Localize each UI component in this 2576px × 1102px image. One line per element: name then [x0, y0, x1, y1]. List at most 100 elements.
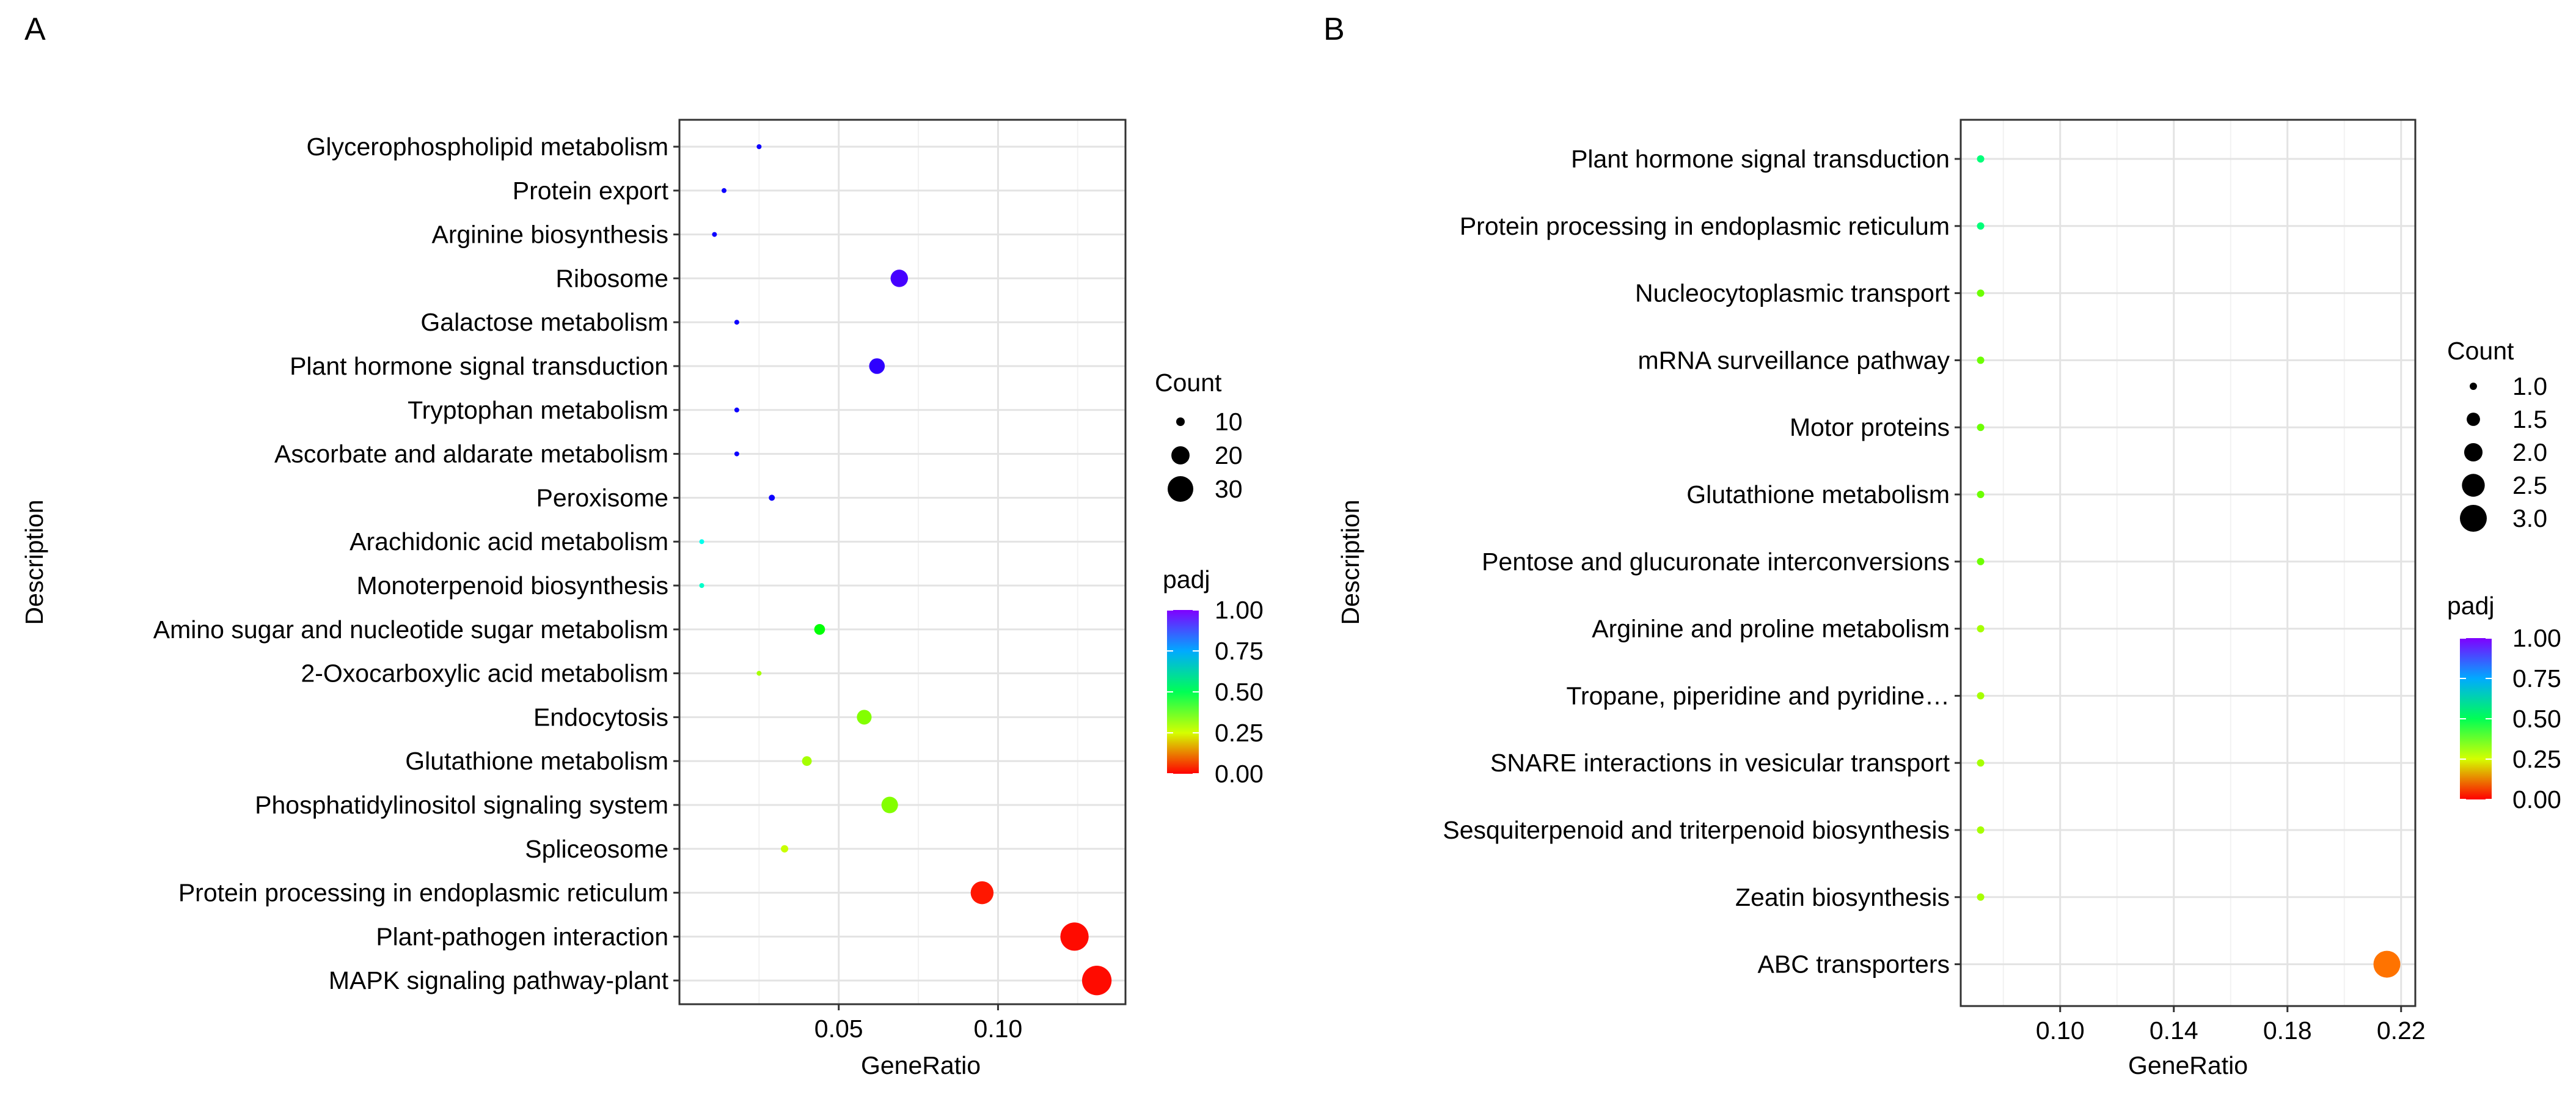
size-legend-dot — [1171, 446, 1190, 465]
y-tick-label: SNARE interactions in vesicular transpor… — [1490, 749, 1950, 777]
size-legend-dot — [1176, 417, 1185, 426]
size-legend-title: Count — [1155, 369, 1222, 397]
data-point — [1977, 222, 1985, 230]
y-tick-label: Arginine biosynthesis — [432, 221, 668, 249]
size-legend-label: 3.0 — [2512, 504, 2547, 532]
size-legend-label: 1.5 — [2512, 405, 2547, 433]
x-axis-title: GeneRatio — [2128, 1051, 2248, 1079]
panel-label: B — [1323, 12, 1345, 47]
data-point — [1977, 424, 1985, 432]
panel-a: A Glycerophospholipid metabolism Protein e… — [20, 12, 1264, 1079]
y-tick-label: Sesquiterpenoid and triterpenoid biosynt… — [1443, 816, 1950, 844]
y-tick-label: Plant-pathogen interaction — [376, 922, 668, 950]
plot-background — [1961, 120, 2415, 1006]
x-tick-label: 0.18 — [2263, 1016, 2312, 1045]
y-tick-label: Glutathione metabolism — [1686, 480, 1950, 509]
y-tick-label: ABC transporters — [1758, 950, 1950, 979]
plot-background — [679, 120, 1125, 1004]
data-point — [734, 407, 739, 413]
y-tick-label: Tryptophan metabolism — [408, 396, 668, 424]
x-axis-title: GeneRatio — [861, 1051, 981, 1079]
size-legend-dot — [2467, 413, 2480, 426]
data-point — [970, 881, 994, 905]
size-legend-label: 2.0 — [2512, 438, 2547, 466]
color-legend-title: padj — [2447, 592, 2495, 620]
data-point — [756, 670, 762, 676]
data-point — [756, 144, 762, 149]
data-point — [1977, 491, 1985, 498]
y-tick-label: Endocytosis — [533, 703, 668, 731]
y-tick-label: Peroxisome — [536, 483, 668, 512]
y-tick-label: Pentose and glucuronate interconversions — [1482, 548, 1950, 576]
y-tick-label: Protein processing in endoplasmic reticu… — [178, 879, 668, 907]
colorbar-label: 0.50 — [1215, 678, 1264, 706]
colorbar-label: 0.50 — [2512, 705, 2561, 733]
data-point — [1977, 759, 1985, 767]
data-point — [769, 494, 775, 501]
data-point — [1060, 922, 1089, 951]
y-tick-label: Arginine and proline metabolism — [1592, 615, 1950, 643]
data-point — [699, 583, 704, 588]
data-point — [1977, 826, 1985, 834]
data-point — [722, 188, 726, 193]
data-point — [699, 539, 704, 545]
x-tick-label: 0.05 — [814, 1015, 863, 1043]
data-point — [1977, 625, 1985, 633]
x-tick-label: 0.22 — [2377, 1016, 2426, 1045]
y-tick-label: Plant hormone signal transduction — [1571, 145, 1950, 173]
size-legend-label: 20 — [1215, 441, 1243, 469]
x-tick-label: 0.14 — [2150, 1016, 2198, 1045]
data-point — [802, 756, 812, 766]
y-tick-label: Monoterpenoid biosynthesis — [356, 571, 668, 600]
data-point — [1977, 557, 1985, 565]
size-legend-dot — [1168, 476, 1193, 502]
size-legend-dot — [2464, 443, 2483, 462]
data-point — [890, 270, 909, 287]
size-legend-label: 2.5 — [2512, 471, 2547, 499]
data-point — [1977, 356, 1985, 364]
data-point — [1081, 966, 1112, 996]
colorbar-label: 1.00 — [2512, 624, 2561, 652]
size-legend-label: 10 — [1215, 408, 1243, 436]
y-tick-label: MAPK signaling pathway-plant — [329, 966, 669, 994]
panel-label: A — [24, 12, 46, 47]
colorbar-label: 0.75 — [1215, 637, 1264, 665]
y-tick-label: Tropane, piperidine and pyridine… — [1566, 681, 1950, 710]
plot-border — [678, 119, 1127, 1005]
y-axis-title: Description — [20, 499, 48, 625]
size-legend: Count 10 20 30 — [1155, 369, 1243, 503]
data-point — [734, 320, 739, 325]
y-tick-label: Motor proteins — [1790, 413, 1950, 441]
colorbar-label: 0.00 — [1215, 760, 1264, 788]
y-tick-label: Ascorbate and aldarate metabolism — [274, 440, 668, 468]
color-legend-title: padj — [1163, 565, 1210, 593]
data-point — [1977, 155, 1985, 163]
colorbar-label: 0.75 — [2512, 664, 2561, 692]
plot-border — [1959, 119, 2417, 1007]
y-tick-label: Spliceosome — [525, 835, 668, 863]
colorbar-label: 0.25 — [2512, 745, 2561, 773]
colorbar-label: 1.00 — [1215, 596, 1264, 624]
size-legend-dot — [2462, 474, 2485, 497]
y-tick-label: Phosphatidylinositol signaling system — [255, 791, 668, 819]
y-tick-label: mRNA surveillance pathway — [1638, 346, 1950, 374]
size-legend-label: 30 — [1215, 475, 1243, 503]
colorbar-label: 0.25 — [1215, 719, 1264, 747]
data-point — [781, 845, 789, 853]
data-point — [814, 623, 825, 635]
y-tick-label: Protein processing in endoplasmic reticu… — [1460, 212, 1950, 240]
data-point — [869, 358, 885, 374]
data-point — [1977, 893, 1985, 901]
size-legend-dot — [2460, 505, 2487, 532]
y-tick-label: 2-Oxocarboxylic acid metabolism — [301, 659, 668, 688]
data-point — [2373, 950, 2401, 978]
y-tick-label: Protein export — [513, 177, 669, 205]
size-legend: Count 1.0 1.5 2.0 2.5 3.0 — [2447, 337, 2547, 532]
data-point — [881, 796, 898, 814]
x-tick-label: 0.10 — [2036, 1016, 2085, 1045]
data-point — [1977, 289, 1985, 297]
y-tick-label: Glutathione metabolism — [405, 747, 668, 775]
y-tick-label: Ribosome — [555, 264, 668, 292]
